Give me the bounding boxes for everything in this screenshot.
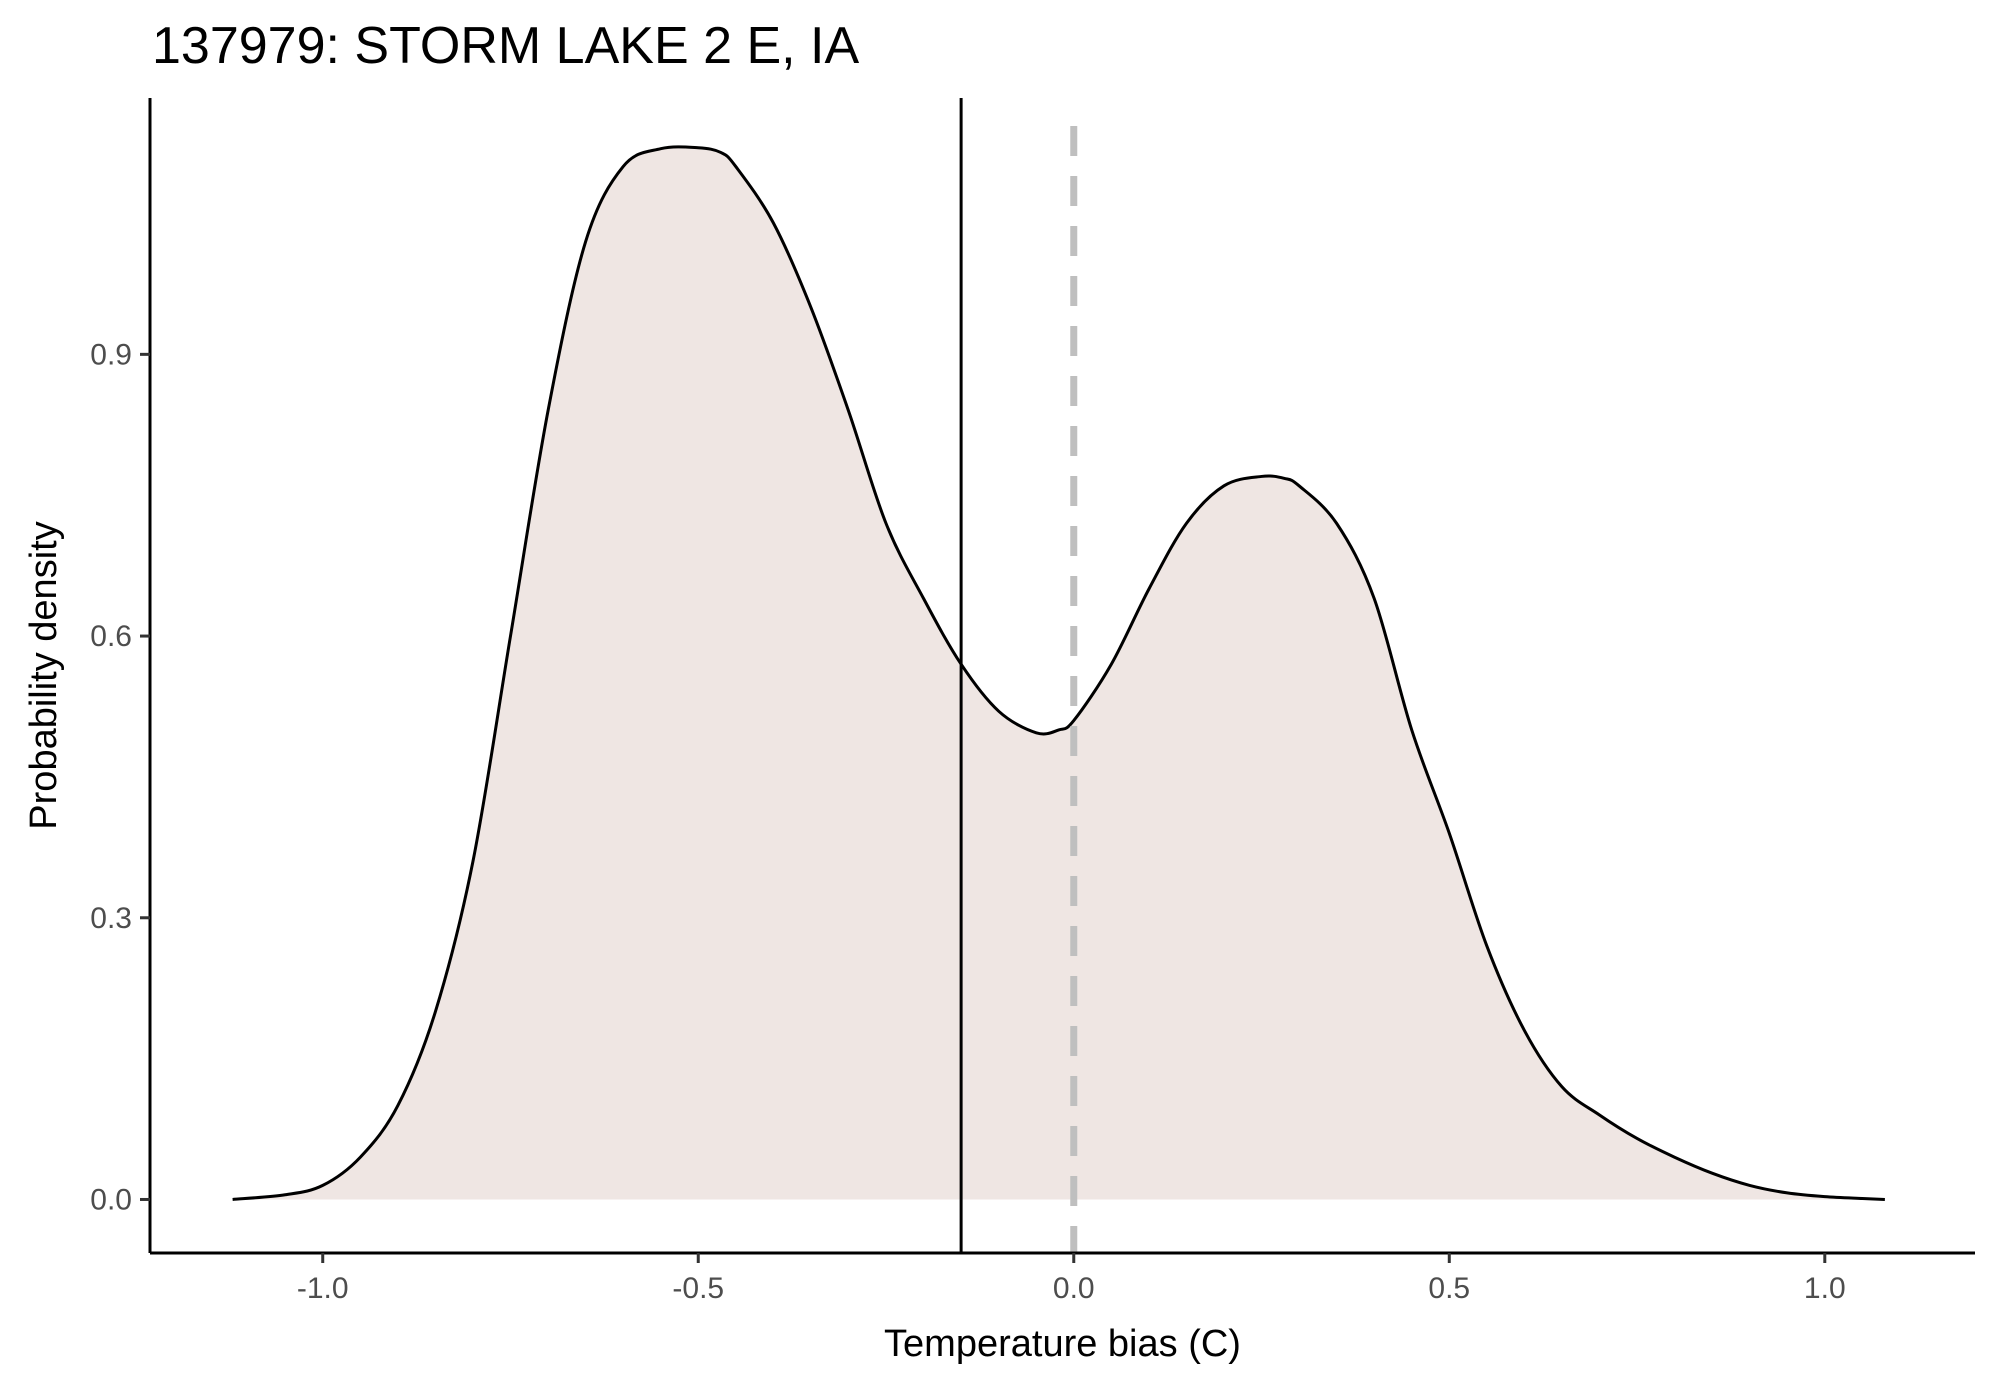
x-tick-label: -1.0 (297, 1272, 349, 1305)
x-tick-label: -0.5 (672, 1272, 724, 1305)
y-axis-ticks: 0.0 0.3 0.6 0.9 (90, 338, 150, 1216)
plot-area (232, 98, 1885, 1253)
y-tick-label: 0.6 (90, 620, 132, 653)
x-axis-title: Temperature bias (C) (884, 1323, 1241, 1365)
x-tick-label: 1.0 (1804, 1272, 1846, 1305)
x-axis-ticks: -1.0 -0.5 0.0 0.5 1.0 (297, 1253, 1846, 1305)
y-axis-title: Probability density (23, 521, 65, 829)
density-curve (232, 145, 1885, 1201)
y-tick-label: 0.9 (90, 338, 132, 371)
y-tick-label: 0.3 (90, 902, 132, 935)
x-tick-label: 0.5 (1428, 1272, 1470, 1305)
chart-title: 137979: STORM LAKE 2 E, IA (152, 17, 859, 75)
density-area (232, 146, 1885, 1200)
x-tick-label: 0.0 (1053, 1272, 1095, 1305)
y-tick-label: 0.0 (90, 1183, 132, 1216)
